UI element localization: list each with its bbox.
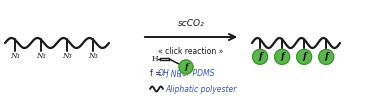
- Text: 2: 2: [178, 73, 181, 78]
- Text: N₃: N₃: [10, 52, 19, 60]
- Text: or PDMS: or PDMS: [180, 70, 214, 79]
- Text: f: f: [280, 52, 284, 61]
- Text: H: H: [152, 55, 158, 63]
- Text: scCO₂: scCO₂: [178, 19, 204, 28]
- Text: N₃: N₃: [88, 52, 98, 60]
- Circle shape: [319, 49, 334, 64]
- Circle shape: [274, 49, 290, 64]
- Text: f: f: [302, 52, 306, 61]
- Circle shape: [297, 49, 311, 64]
- Text: Aliphatic polyester: Aliphatic polyester: [165, 85, 236, 93]
- Text: , NR: , NR: [166, 70, 182, 79]
- Text: N₃: N₃: [62, 52, 71, 60]
- Text: OH: OH: [158, 70, 170, 79]
- Text: f: f: [258, 52, 262, 61]
- Text: f: f: [184, 63, 188, 71]
- Text: f =: f =: [150, 70, 164, 79]
- Circle shape: [179, 60, 193, 74]
- Text: f: f: [324, 52, 328, 61]
- Circle shape: [253, 49, 268, 64]
- Text: « click reaction »: « click reaction »: [158, 47, 224, 56]
- Text: N₃: N₃: [36, 52, 45, 60]
